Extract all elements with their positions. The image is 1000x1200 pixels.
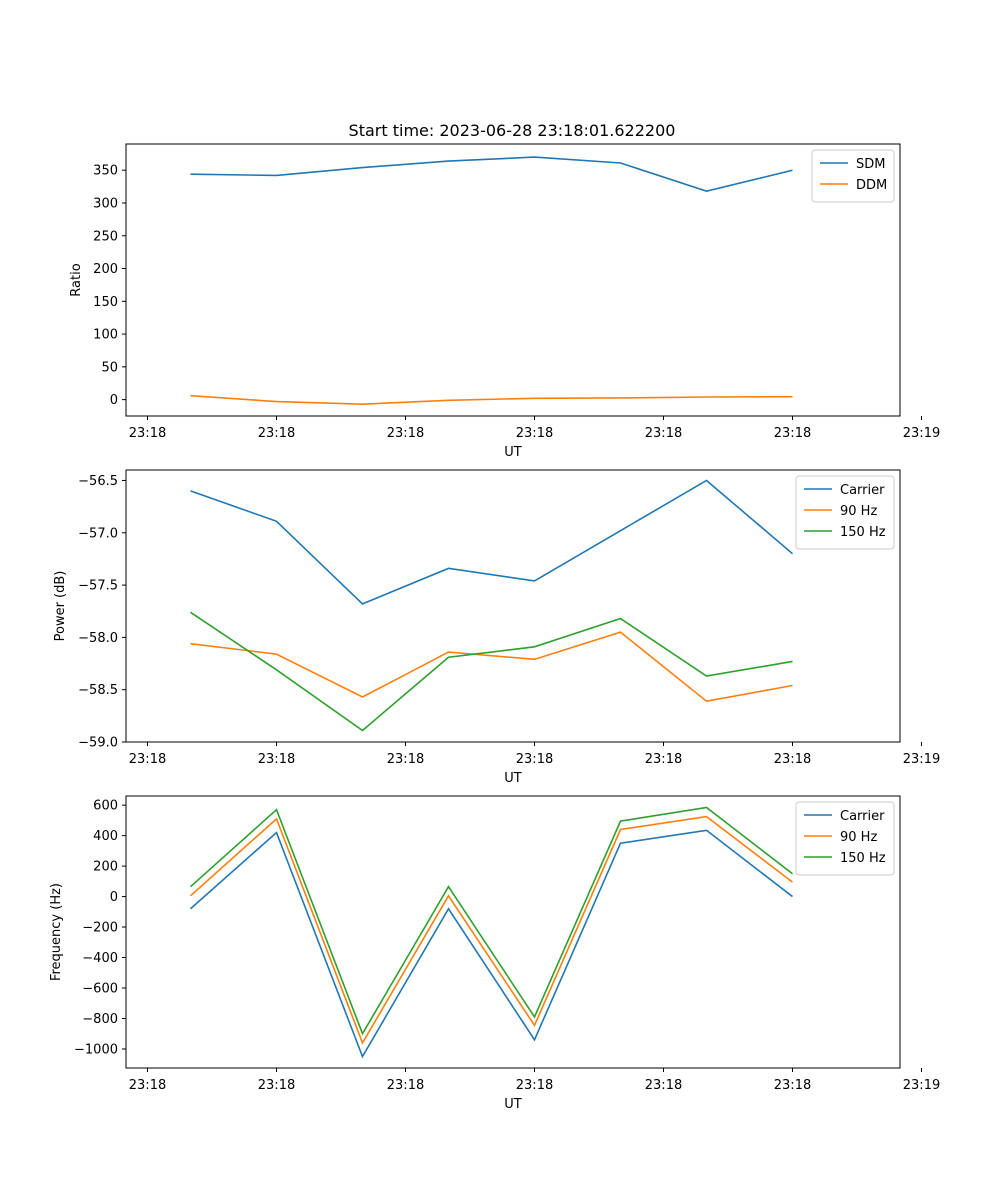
power-y-tick-label: −58.0 [78,631,118,646]
frequency-x-tick-label: 23:18 [516,1078,553,1093]
frequency-x-tick-label: 23:18 [645,1078,682,1093]
ratio-y-tick-label: 0 [110,393,118,408]
frequency-y-tick-label: 0 [110,890,118,905]
frequency-axes-frame [125,795,901,1069]
ratio-series-ddm [190,394,793,406]
power-legend-label: 90 Hz [840,504,877,519]
frequency-y-tick-label: 400 [93,829,118,844]
frequency-y-tick-label: −1000 [74,1042,118,1057]
frequency-x-tick-label: 23:19 [903,1078,940,1093]
frequency-y-tick-label: −800 [82,1012,118,1027]
ratio-x-tick-label: 23:18 [645,426,682,441]
power-x-tick-label: 23:18 [129,752,166,767]
ratio-x-tick-label: 23:18 [774,426,811,441]
power-x-tick-label: 23:18 [387,752,424,767]
frequency-legend-label: 90 Hz [840,830,877,845]
ratio-legend-label: DDM [856,178,887,193]
frequency-x-tick-label: 23:18 [129,1078,166,1093]
ratio-y-tick-label: 100 [93,328,118,343]
power-panel: 23:18 23:18 23:18 23:18 23:18 23:18 23:19 −59.0… [53,469,940,786]
power-x-tick-label: 23:18 [516,752,553,767]
frequency-x-tick-label: 23:18 [387,1078,424,1093]
ratio-x-tick-label: 23:18 [129,426,166,441]
frequency-legend-label: Carrier [840,809,885,824]
chart-title: Start time: 2023-06-28 23:18:01.622200 [349,121,676,140]
frequency-series-150-hz [189,806,793,1036]
ratio-x-tick-label: 23:18 [387,426,424,441]
ratio-x-axis-label: UT [504,445,522,460]
ratio-x-tick-label: 23:18 [258,426,295,441]
ratio-legend-label: SDM [856,157,885,172]
power-y-axis-label: Power (dB) [53,571,68,642]
ratio-y-tick-label: 50 [101,360,118,375]
ratio-series-sdm [190,156,793,193]
frequency-panel: 23:18 23:18 23:18 23:18 23:18 23:18 23:19 −1000… [49,795,940,1112]
power-legend-label: Carrier [840,483,885,498]
power-x-tick-label: 23:19 [903,752,940,767]
ratio-y-axis-label: Ratio [69,263,84,296]
power-x-tick-label: 23:18 [774,752,811,767]
power-x-tick-label: 23:18 [645,752,682,767]
ratio-panel: 23:18 23:18 23:18 23:18 23:18 23:18 23:19 0 50 10… [69,143,940,460]
ratio-legend: SDM DDM [811,149,895,203]
frequency-x-axis-label: UT [504,1097,522,1112]
power-x-axis-label: UT [504,771,522,786]
frequency-y-tick-label: 600 [93,799,118,814]
frequency-y-axis-label: Frequency (Hz) [49,883,64,981]
power-y-tick-label: −56.5 [78,474,118,489]
power-y-tick-label: −59.0 [78,736,118,751]
frequency-legend-label: 150 Hz [840,851,886,866]
power-series-carrier [190,479,794,605]
power-series-150-hz [190,611,793,732]
ratio-y-tick-label: 150 [93,295,118,310]
power-x-tick-label: 23:18 [258,752,295,767]
frequency-y-tick-label: −200 [82,921,118,936]
frequency-y-tick-label: −600 [82,982,118,997]
frequency-y-tick-label: −400 [82,951,118,966]
frequency-series-90-hz [189,815,793,1045]
ratio-y-tick-label: 200 [93,262,118,277]
power-legend-label: 150 Hz [840,525,886,540]
frequency-legend: Carrier 90 Hz 150 Hz [795,801,895,876]
ratio-y-tick-label: 300 [93,196,118,211]
frequency-series-carrier [189,829,793,1059]
ratio-axes-frame [125,143,901,417]
power-legend: Carrier 90 Hz 150 Hz [795,475,895,550]
ratio-x-tick-label: 23:18 [516,426,553,441]
power-y-tick-label: −57.0 [78,526,118,541]
ratio-x-tick-label: 23:19 [903,426,940,441]
ratio-y-tick-label: 350 [93,164,118,179]
power-series-90-hz [190,631,793,703]
frequency-x-tick-label: 23:18 [774,1078,811,1093]
power-axes-frame [125,469,901,743]
frequency-y-tick-label: 200 [93,860,118,875]
power-y-tick-label: −57.5 [78,579,118,594]
power-y-tick-label: −58.5 [78,683,118,698]
ratio-y-tick-label: 250 [93,229,118,244]
frequency-x-tick-label: 23:18 [258,1078,295,1093]
